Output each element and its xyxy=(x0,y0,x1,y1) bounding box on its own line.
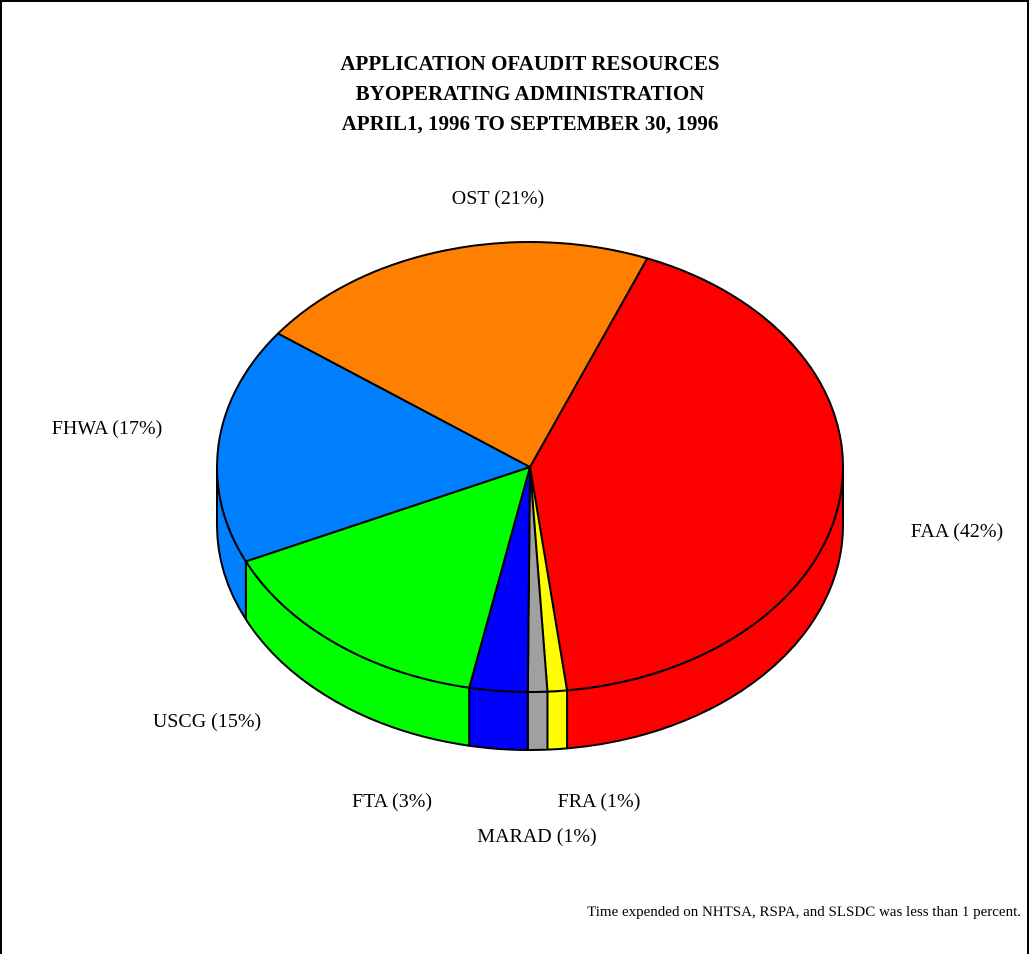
pie-wall-marad xyxy=(526,690,549,751)
slice-label-marad: MARAD (1%) xyxy=(477,825,596,847)
pie-slice-ost xyxy=(277,241,649,468)
pie-slice-uscg xyxy=(244,466,531,689)
pie-slices xyxy=(216,241,844,693)
slice-labels: FAA (42%) FRA (1%) MARAD (1%) FTA (3%) USCG … xyxy=(52,187,1003,847)
pie-slice-fhwa xyxy=(216,332,531,563)
slice-label-faa: FAA (42%) xyxy=(911,520,1003,542)
slice-label-uscg: USCG (15%) xyxy=(153,710,261,732)
chart-title-line-3: APRIL1, 1996 TO SEPTEMBER 30, 1996 xyxy=(342,111,719,135)
slice-label-fra: FRA (1%) xyxy=(558,790,641,812)
pie-slice-faa xyxy=(529,257,844,692)
slice-label-fhwa: FHWA (17%) xyxy=(52,417,163,439)
chart-title-line-1: APPLICATION OFAUDIT RESOURCES xyxy=(340,51,719,75)
pie-wall-fta xyxy=(468,686,529,751)
chart-title-line-2: BYOPERATING ADMINISTRATION xyxy=(356,81,705,105)
slice-label-fta: FTA (3%) xyxy=(352,790,432,812)
pie-wall-fra xyxy=(546,689,569,751)
pie-side-walls xyxy=(216,466,844,751)
chart-footnote: Time expended on NHTSA, RSPA, and SLSDC … xyxy=(587,904,1021,920)
slice-label-ost: OST (21%) xyxy=(452,187,544,209)
